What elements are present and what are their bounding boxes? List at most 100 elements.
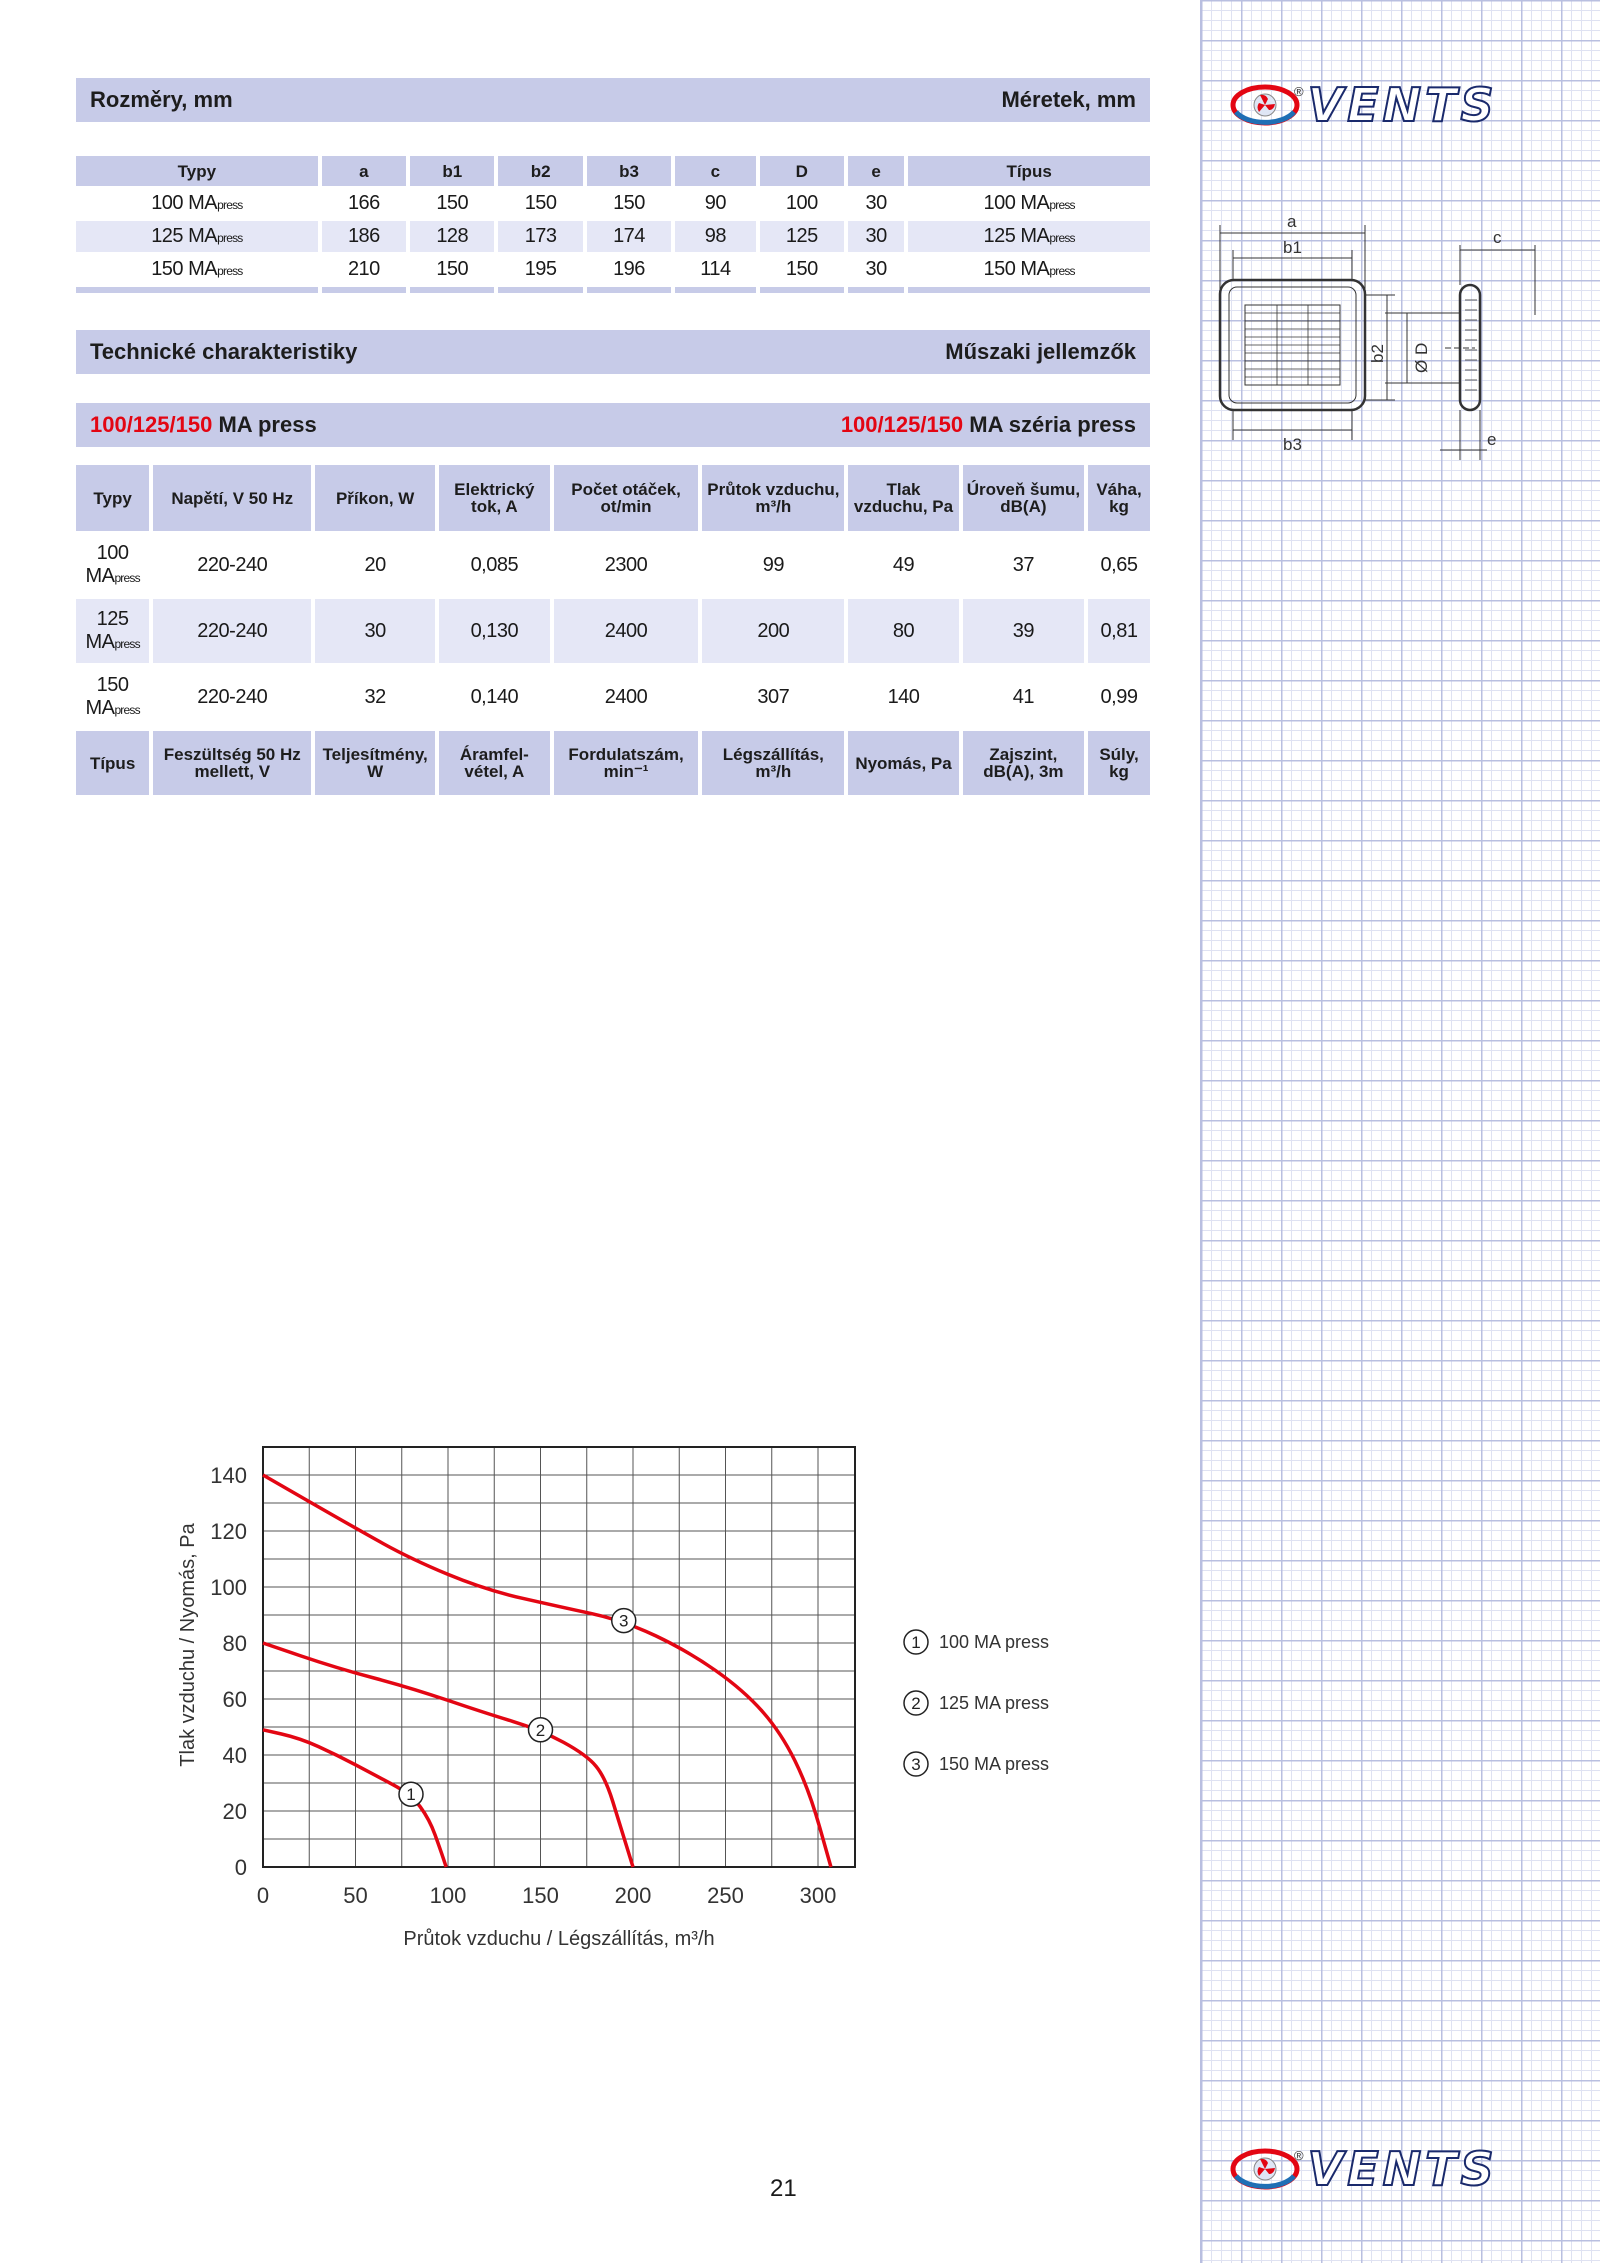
curve-marker-number: 1 [406, 1785, 415, 1804]
column-header: Típus [908, 156, 1150, 186]
registered-mark: ® [1294, 2147, 1304, 2163]
model-cell: 125 MApress [908, 221, 1150, 252]
value-cell: 0,99 [1100, 685, 1138, 708]
x-axis-label: Průtok vzduchu / Légszállítás, m³/h [403, 1928, 714, 1950]
y-tick-label: 140 [210, 1463, 247, 1488]
value-cell: 200 [702, 599, 845, 663]
value-cell: 32 [364, 685, 387, 708]
column-header-hu: Teljesítmény, W [315, 731, 436, 795]
column-header-hu: Légszállítás, m³/h [702, 731, 845, 795]
fan-dimension-drawing: a b1 b2 b3 c Ø D e [1218, 212, 1536, 460]
dim-label-d: Ø D [1412, 343, 1431, 373]
value-cell: 150 [785, 258, 818, 280]
value-cell: 220-240 [197, 685, 268, 708]
value-cell: 41 [1012, 685, 1035, 708]
x-tick-label: 50 [343, 1883, 367, 1908]
technical-title-cz: Technické charakteristiky [90, 339, 358, 364]
curve-marker-circle [398, 1781, 424, 1807]
y-tick-label: 100 [210, 1575, 247, 1600]
column-header: Průtok vzduchu, m³/h [702, 465, 845, 531]
value-cell: 307 [757, 685, 790, 708]
column-header: e [848, 156, 905, 186]
value-cell: 0,130 [439, 599, 550, 663]
value-cell: 37 [1012, 553, 1035, 576]
value-cell: 90 [704, 192, 727, 214]
model-cell: 125 MApress [76, 221, 318, 252]
column-header-hu: Zajszint, dB(A), 3m [962, 731, 1085, 795]
curve-line [262, 1728, 448, 1868]
value-cell: 210 [347, 258, 380, 280]
value-cell: 20 [364, 553, 387, 576]
column-header: Napětí, V 50 Hz [153, 465, 312, 531]
legend-marker-circle [903, 1690, 929, 1716]
chart-curves [262, 1473, 833, 1868]
legend-marker-number: 2 [911, 1694, 920, 1713]
value-cell: 30 [315, 599, 436, 663]
dimensions-title-hu: Méretek, mm [1001, 87, 1136, 112]
page-number: 21 [770, 2175, 797, 2202]
column-header: Váha, kg [1088, 465, 1150, 531]
value-cell: 173 [498, 221, 583, 252]
y-tick-label: 80 [223, 1631, 247, 1656]
model-cell: 150 MApress [85, 674, 140, 719]
legend-entry: 100 MA press [939, 1632, 1049, 1652]
column-header: a [321, 156, 407, 186]
series-title-cz: 100/125/150 MA press [90, 412, 317, 437]
column-header: Elektrický tok, A [439, 465, 550, 531]
fan-logo-icon [1230, 2148, 1300, 2190]
curve-marker-number: 2 [536, 1721, 545, 1740]
table-row: 100 MApress 166 150 150 150 90 100 30 10… [76, 188, 1150, 219]
column-header-hu: Típus [76, 731, 150, 795]
y-axis-label: Tlak vzduchu / Nyomás, Pa [177, 1522, 199, 1766]
value-cell: 30 [865, 258, 888, 280]
value-cell: 128 [410, 221, 495, 252]
value-cell: 0,81 [1088, 599, 1150, 663]
column-header: b3 [586, 156, 672, 186]
curve-marker-circle [527, 1717, 554, 1743]
column-header-hu: Áramfel-vétel, A [439, 731, 550, 795]
x-axis-ticks: 0 50 100 150 200 250 300 [257, 1883, 836, 1908]
logo-wordmark: VENTS [1307, 77, 1498, 133]
column-header: c [675, 156, 756, 186]
legend-marker-circle [903, 1751, 929, 1777]
value-cell: 114 [700, 258, 731, 280]
x-tick-label: 200 [615, 1883, 652, 1908]
model-cell: 125 MApress [76, 599, 150, 663]
chart-grid [262, 1446, 856, 1868]
value-cell: 150 [436, 258, 469, 280]
vents-logo-top: ® VENTS [1230, 77, 1498, 133]
legend-entry: 150 MA press [939, 1754, 1049, 1774]
value-cell: 150 [524, 192, 557, 214]
value-cell: 196 [613, 258, 645, 280]
curve-line [262, 1641, 635, 1868]
column-header: D [759, 156, 844, 186]
column-header: b1 [410, 156, 495, 186]
column-header: Tlak vzduchu, Pa [848, 465, 959, 531]
x-tick-label: 150 [522, 1883, 559, 1908]
value-cell: 0,65 [1100, 553, 1138, 576]
value-cell: 186 [321, 221, 407, 252]
value-cell: 2400 [553, 599, 699, 663]
x-tick-label: 100 [430, 1883, 467, 1908]
column-header: Příkon, W [315, 465, 436, 531]
value-cell: 174 [586, 221, 672, 252]
value-cell: 166 [347, 192, 380, 214]
legend-marker-number: 3 [911, 1755, 920, 1774]
value-cell: 99 [762, 553, 785, 576]
y-tick-label: 60 [223, 1687, 247, 1712]
model-cell: 150 MApress [983, 258, 1075, 280]
legend-entry: 125 MA press [939, 1693, 1049, 1713]
series-title-hu: 100/125/150 MA széria press [840, 412, 1136, 437]
curve-line [262, 1473, 833, 1868]
column-header-hu: Feszültség 50 Hz mellett, V [153, 731, 312, 795]
technical-title-hu: Műszaki jellemzők [945, 339, 1136, 364]
table-row: 150 MApress 220-240 32 0,140 2400 307 14… [76, 665, 1150, 729]
value-cell: 39 [962, 599, 1085, 663]
technical-header-bar: Technické charakteristiky Műszaki jellem… [76, 330, 1150, 374]
dim-label-a: a [1287, 212, 1297, 231]
model-cell: 150 MApress [151, 258, 243, 280]
chart-legend: 1 100 MA press 2 125 MA press 3 150 MA press [903, 1629, 1049, 1777]
column-header-hu: Súly, kg [1088, 731, 1150, 795]
value-cell: 49 [892, 553, 915, 576]
